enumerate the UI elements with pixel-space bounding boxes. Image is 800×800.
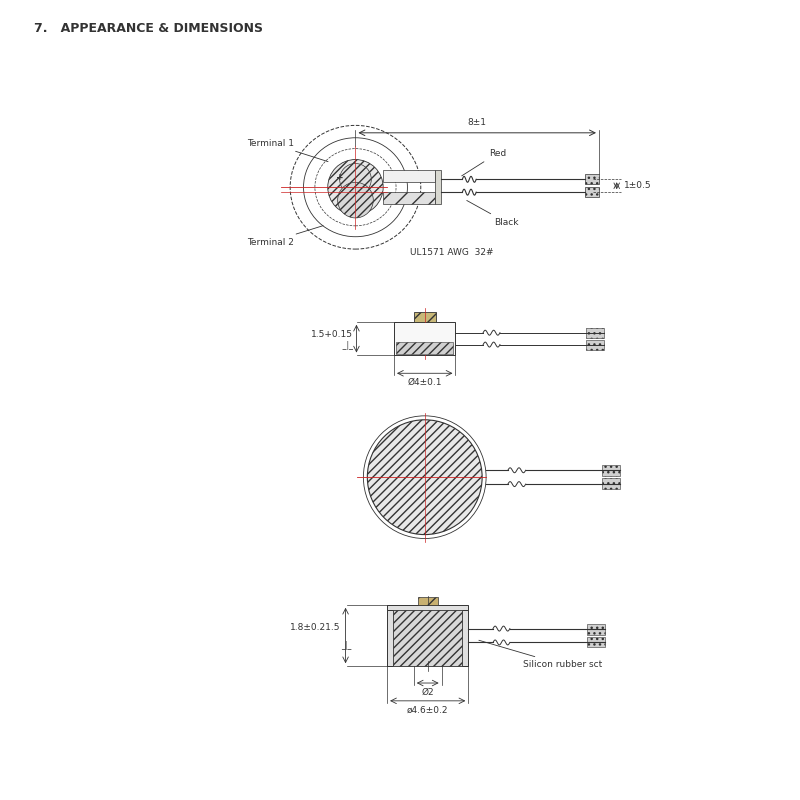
Bar xyxy=(462,610,468,666)
Bar xyxy=(602,478,620,489)
Text: 1.5+0.15: 1.5+0.15 xyxy=(310,330,353,339)
Bar xyxy=(586,340,604,350)
Text: Silicon rubber sct: Silicon rubber sct xyxy=(479,640,602,669)
Circle shape xyxy=(338,182,374,218)
Bar xyxy=(587,637,605,647)
Bar xyxy=(585,174,599,184)
Text: Ø2: Ø2 xyxy=(422,688,434,697)
Bar xyxy=(585,187,599,197)
Bar xyxy=(418,597,438,605)
Bar xyxy=(602,466,620,476)
Text: _|_: _|_ xyxy=(342,641,352,650)
Text: Black: Black xyxy=(466,201,518,227)
Circle shape xyxy=(328,159,383,215)
Text: Red: Red xyxy=(462,149,506,176)
Circle shape xyxy=(340,163,371,195)
Bar xyxy=(387,605,468,610)
Bar xyxy=(393,610,462,666)
Bar xyxy=(434,170,441,204)
Circle shape xyxy=(367,420,482,534)
Bar xyxy=(387,610,393,666)
Text: UL1571 AWG  32#: UL1571 AWG 32# xyxy=(410,247,494,257)
Text: ø4.6±0.2: ø4.6±0.2 xyxy=(407,706,449,714)
Text: _|_: _|_ xyxy=(326,341,353,350)
Text: 8±1: 8±1 xyxy=(468,118,486,127)
Text: 1.8±0.21.5: 1.8±0.21.5 xyxy=(290,623,341,632)
Text: 1±0.5: 1±0.5 xyxy=(624,181,651,190)
Bar xyxy=(414,312,436,322)
Bar xyxy=(396,342,454,354)
Text: Ø4±0.1: Ø4±0.1 xyxy=(407,378,442,387)
Text: 7.   APPEARANCE & DIMENSIONS: 7. APPEARANCE & DIMENSIONS xyxy=(34,22,263,35)
Text: +: + xyxy=(336,173,343,182)
Bar xyxy=(383,192,434,204)
Bar xyxy=(387,662,468,666)
Text: Terminal 1: Terminal 1 xyxy=(246,138,328,162)
Text: Terminal 2: Terminal 2 xyxy=(246,226,323,246)
Bar xyxy=(383,170,434,182)
Bar xyxy=(587,624,605,634)
Bar xyxy=(586,328,604,338)
Bar xyxy=(394,322,455,355)
